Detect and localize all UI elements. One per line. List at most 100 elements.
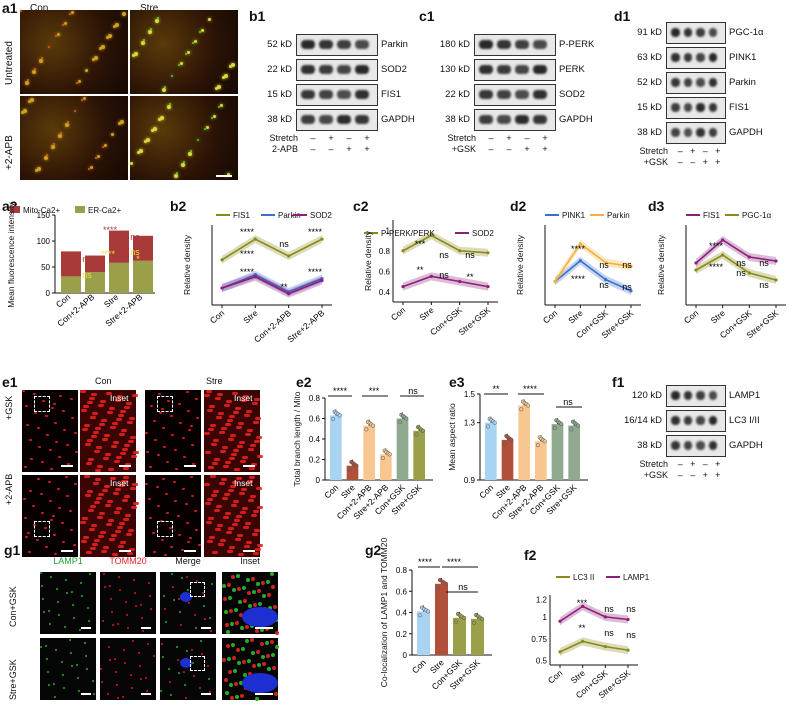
panel-label-a1: a1 [2, 0, 18, 16]
d2-significance: ns [599, 280, 609, 290]
a2-ylabel: Mean fluorescence intensity [6, 202, 16, 308]
panel-label-e2: e2 [296, 374, 312, 390]
blot-row-pgc-1- [666, 22, 726, 44]
d3-point [747, 271, 751, 275]
e2-datapoint [370, 423, 376, 428]
b2-significance: **** [308, 227, 323, 237]
blot-sign: + [506, 133, 512, 143]
blot-row-sod2 [296, 59, 378, 81]
a2-bar-er [133, 260, 153, 293]
a2-significance: **** [101, 249, 116, 259]
a1-micrograph [130, 96, 238, 180]
blot-sign: + [715, 459, 721, 469]
blot-row-gapdh [474, 109, 556, 131]
e3-ytick-label: 1.5 [464, 390, 476, 399]
blot-row-fis1 [296, 84, 378, 106]
blot-kd-label: 38 kD [637, 439, 662, 451]
g1-row-con-gsk: Con+GSK [8, 586, 18, 627]
a2-significance: ns [130, 247, 140, 257]
blot-row-gapdh [666, 122, 726, 144]
d3-significance: ns [759, 280, 769, 290]
f2-point [626, 617, 630, 622]
blot-sign: – [677, 459, 683, 469]
c2-point [458, 249, 462, 253]
f2-ytick-label: 1.2 [536, 595, 548, 604]
d3-significance: **** [709, 262, 724, 272]
blot-protein-label: LC3 I/II [729, 414, 760, 426]
e2-ytick-label: 0.2 [309, 456, 321, 465]
f2-ytick-label: 0.75 [531, 635, 547, 644]
f2-significance: ns [626, 604, 636, 614]
panel-label-g2: g2 [365, 542, 382, 558]
blot-sign: – [524, 133, 530, 143]
a2-bar-er [85, 272, 105, 293]
c2-point [401, 285, 405, 289]
blot-kd-label: 22 kD [445, 88, 470, 100]
blot-treatment-label: +GSK [643, 470, 668, 480]
c2-xtick-label: Stre+GSK [456, 305, 492, 338]
d2-point [629, 264, 633, 269]
e3-ytick-label: 0.9 [464, 476, 476, 485]
g1-col-inset: Inset [240, 556, 260, 566]
d3-point [774, 278, 778, 282]
blot-kd-label: 52 kD [267, 38, 292, 50]
blot-row-parkin [666, 72, 726, 94]
f2-significance: ns [604, 628, 614, 638]
b2-point [220, 258, 224, 262]
e3-datapoint [535, 443, 541, 448]
g1-col-merge: Merge [175, 556, 201, 566]
blot-sign: + [328, 133, 334, 143]
blot-sign: – [310, 144, 316, 154]
f2-xtick-label: Con [546, 668, 565, 686]
blot-kd-label: 16/14 kD [623, 414, 662, 426]
e3-datapoint [519, 407, 524, 412]
blot-protein-label: Parkin [381, 38, 408, 50]
b2-point [320, 278, 324, 283]
blot-sign: + [715, 146, 721, 156]
c2-significance: ** [416, 265, 424, 275]
g2-ytick-label: 0.8 [396, 566, 408, 575]
e2-datapoint [364, 427, 369, 432]
panel-label-c1: c1 [419, 8, 435, 24]
a2-bar-mito [61, 251, 81, 277]
e3-significance: **** [523, 384, 538, 394]
e1-col-con: Con [95, 376, 112, 386]
b2-xtick-label: Stre+2-APB [285, 308, 326, 345]
e3-datapoint [559, 422, 564, 427]
blot-protein-label: SOD2 [381, 63, 407, 75]
blot-kd-label: 15 kD [267, 88, 292, 100]
blot-sign: – [677, 157, 683, 167]
d2-point [604, 277, 608, 282]
e2-datapoint [420, 428, 426, 433]
c2-line-1 [402, 275, 489, 288]
f2-point [581, 604, 585, 608]
blot-treatment-label: Stretch [447, 133, 476, 143]
e2-ytick-label: 0.8 [309, 394, 321, 403]
d3-point [747, 255, 751, 259]
a2-legend-swatch-er [75, 206, 85, 213]
f2-line-0 [559, 640, 629, 653]
c2-point [486, 285, 490, 289]
a2-bar-er [61, 276, 81, 293]
blot-sign: – [488, 144, 494, 154]
blot-sign: – [346, 133, 352, 143]
blot-protein-label: PINK1 [729, 51, 757, 63]
e1-inset-label: Inset [234, 393, 253, 403]
g1-micrograph [160, 638, 216, 700]
e1-micrograph [80, 475, 139, 557]
f2-ytick-label: 1 [543, 613, 548, 622]
blot-kd-label: 38 kD [267, 113, 292, 125]
e2-ytick-label: 0.6 [309, 415, 321, 424]
e1-inset-label: Inset [234, 478, 253, 488]
b2-legend-label: FIS1 [233, 211, 250, 220]
blot-row-lc3-i-ii [666, 410, 726, 432]
blot-kd-label: 15 kD [637, 101, 662, 113]
e2-significance: **** [333, 386, 348, 396]
d2-legend-label: PINK1 [562, 211, 586, 220]
e1-micrograph [145, 475, 201, 557]
f2-point [558, 619, 562, 623]
d3-ylabel: Relative density [656, 234, 666, 295]
g2-bar [417, 611, 430, 655]
e3-datapoint [509, 437, 514, 442]
